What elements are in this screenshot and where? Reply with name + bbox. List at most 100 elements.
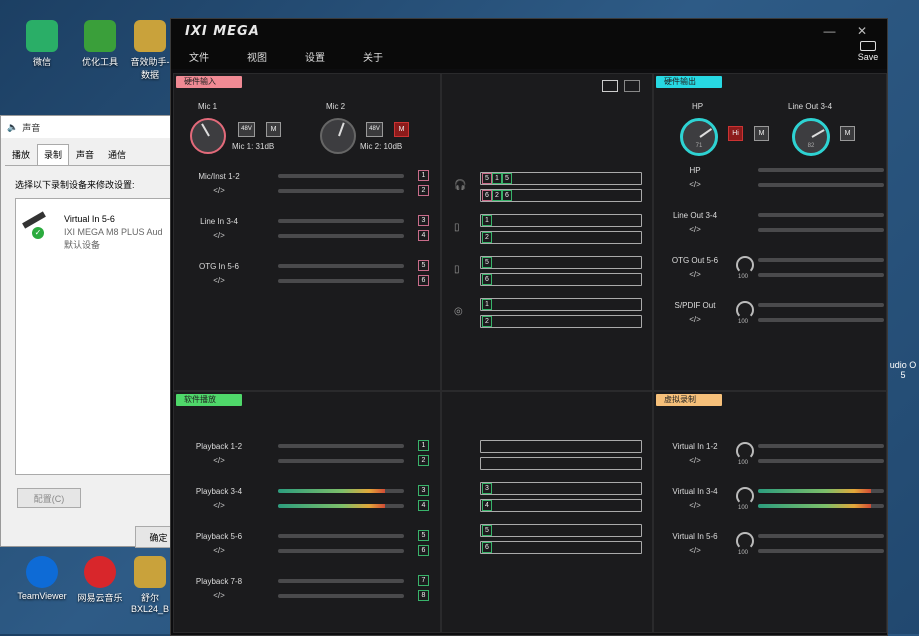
save-button[interactable]: Save [855, 41, 881, 62]
level-meter [278, 594, 404, 598]
hp-volume-knob[interactable]: 71 [680, 118, 718, 156]
layout-split-icon[interactable] [624, 80, 640, 92]
app-logo: IXI MEGA [185, 23, 260, 39]
routing-row[interactable]: 3 [480, 482, 642, 495]
channel-name: Virtual In 5-6 [672, 532, 718, 541]
tab-communications[interactable]: 通信 [108, 150, 127, 160]
volume-knob[interactable] [736, 487, 754, 505]
desktop-icon-shure[interactable]: 舒尔BXL24_B [128, 556, 172, 614]
menu-bar: 文件 视图 设置 关于 Save [171, 41, 887, 69]
cable-icon: ✓ [20, 211, 50, 241]
device-text: Virtual In 5-6 IXI MEGA M8 PLUS Aud 默认设备 [64, 213, 163, 252]
routing-row[interactable]: 6 [480, 541, 642, 554]
list-item[interactable]: ✓ Virtual In 5-6 IXI MEGA M8 PLUS Aud 默认… [16, 199, 176, 266]
volume-value: 100 [737, 550, 748, 556]
level-meter [278, 504, 404, 508]
line34-mute-button[interactable]: M [840, 126, 855, 141]
level-meter [278, 579, 404, 583]
tab-sounds[interactable]: 声音 [76, 150, 95, 160]
volume-knob[interactable] [736, 301, 754, 319]
level-meter [758, 459, 884, 463]
level-meter [758, 258, 884, 262]
channel-number: 7 [418, 575, 429, 586]
mic2-gain-knob[interactable] [320, 118, 356, 154]
level-meter [278, 234, 404, 238]
save-icon [860, 41, 876, 51]
stereo-link-toggle[interactable]: </> [689, 180, 701, 189]
stereo-link-toggle[interactable]: </> [213, 456, 225, 465]
stereo-link-toggle[interactable]: </> [213, 546, 225, 555]
hp-mute-button[interactable]: M [754, 126, 769, 141]
level-meter [758, 489, 884, 493]
routing-row[interactable] [480, 440, 642, 453]
channel-number: 6 [418, 545, 429, 556]
volume-knob[interactable] [736, 442, 754, 460]
channel-number: 5 [418, 260, 429, 271]
mic1-gain-knob[interactable] [190, 118, 226, 154]
sound-dialog-prompt: 选择以下录制设备来修改设置: [15, 180, 135, 190]
desktop-icon-teamviewer[interactable]: TeamViewer [12, 556, 72, 601]
channel-name: Playback 1-2 [195, 442, 243, 451]
hp-hi-button[interactable]: Hi [728, 126, 743, 141]
volume-knob[interactable] [736, 532, 754, 550]
routing-row[interactable]: 1 [480, 298, 642, 311]
tab-recording[interactable]: 录制 [37, 144, 70, 165]
menu-view[interactable]: 视图 [247, 52, 267, 64]
channel-number: 3 [418, 485, 429, 496]
line34-volume-knob[interactable]: 82 [792, 118, 830, 156]
configure-button[interactable]: 配置(C) [17, 488, 81, 508]
routing-channel-number: 6 [482, 542, 492, 553]
stereo-link-toggle[interactable]: </> [213, 186, 225, 195]
routing-row[interactable]: 2 [480, 231, 642, 244]
volume-value: 100 [737, 274, 748, 280]
stereo-link-toggle[interactable]: </> [213, 276, 225, 285]
stereo-link-toggle[interactable]: </> [689, 456, 701, 465]
stereo-link-toggle[interactable]: </> [213, 231, 225, 240]
stereo-link-toggle[interactable]: </> [689, 315, 701, 324]
stereo-link-toggle[interactable]: </> [689, 546, 701, 555]
mic1-mute-button[interactable]: M [266, 122, 281, 137]
desktop-icon-wechat[interactable]: 微信 [12, 20, 72, 68]
level-meter [758, 444, 884, 448]
level-meter [758, 303, 884, 307]
volume-knob[interactable] [736, 256, 754, 274]
close-icon[interactable]: ✕ [856, 24, 868, 38]
hp-label: HP [692, 102, 704, 111]
section-title-hw-input: 硬件输入 [176, 76, 242, 88]
menu-file[interactable]: 文件 [189, 52, 209, 64]
desktop-icon-optimizer[interactable]: 优化工具 [70, 20, 130, 68]
desktop-icon-sound-assistant[interactable]: 音效助手-数据 [128, 20, 172, 81]
stereo-link-toggle[interactable]: </> [213, 591, 225, 600]
channel-name: Playback 3-4 [195, 487, 243, 496]
mic2-phantom-button[interactable]: 48V [366, 122, 383, 137]
stereo-link-toggle[interactable]: </> [689, 501, 701, 510]
routing-row[interactable]: 4 [480, 499, 642, 512]
level-meter [278, 489, 404, 493]
level-meter-fill [278, 504, 386, 508]
menu-about[interactable]: 关于 [363, 52, 383, 64]
level-meter-fill [758, 504, 872, 508]
minimize-icon[interactable]: — [823, 24, 836, 38]
routing-row[interactable]: 5 [480, 524, 642, 537]
routing-row[interactable]: 6 [480, 273, 642, 286]
routing-channel-number: 2 [482, 316, 492, 327]
stereo-link-toggle[interactable]: </> [689, 270, 701, 279]
routing-row[interactable]: 1 [480, 214, 642, 227]
tab-playback[interactable]: 播放 [12, 150, 31, 160]
routing-row[interactable]: 2 [480, 315, 642, 328]
mic1-label: Mic 1 [198, 102, 218, 111]
stereo-link-toggle[interactable]: </> [213, 501, 225, 510]
layout-single-icon[interactable] [602, 80, 618, 92]
mic1-phantom-button[interactable]: 48V [238, 122, 255, 137]
routing-row[interactable]: 5 [480, 256, 642, 269]
menu-settings[interactable]: 设置 [305, 52, 325, 64]
routing-channel-number: 4 [482, 500, 492, 511]
desktop-icon-netease-music[interactable]: 网易云音乐 [70, 556, 130, 604]
stereo-link-toggle[interactable]: </> [689, 225, 701, 234]
channel-name: HP [689, 166, 701, 175]
mic2-mute-button[interactable]: M [394, 122, 409, 137]
routing-row[interactable] [480, 457, 642, 470]
routing-channel-number: 2 [482, 232, 492, 243]
